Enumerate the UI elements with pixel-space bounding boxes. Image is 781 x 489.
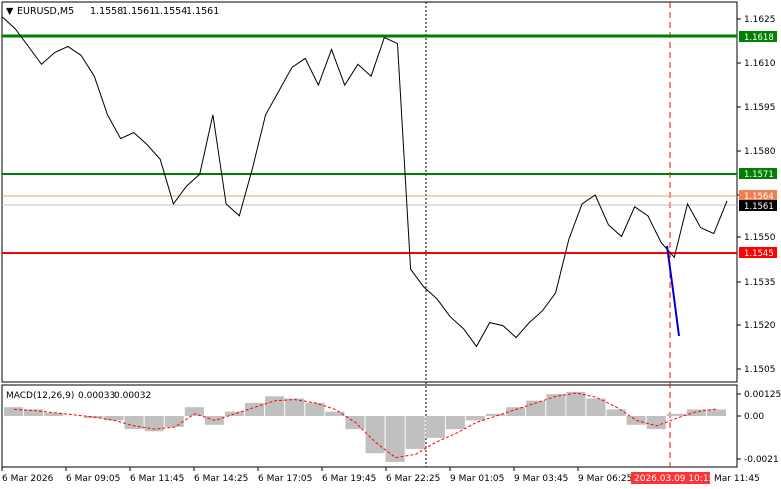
macd-bar — [184, 407, 204, 416]
price-tick: 1.1580 — [744, 147, 776, 157]
macd-bar — [224, 411, 244, 416]
chart-header-arrow[interactable]: ▼ — [6, 6, 14, 17]
time-tick: 9 Mar 06:25 — [578, 474, 632, 484]
price-tick: 1.1595 — [744, 103, 776, 113]
price-tick: 1.1625 — [744, 15, 776, 25]
time-tick: Mar 11:45 — [714, 474, 760, 484]
macd-bar — [44, 412, 64, 416]
time-highlight-tag — [631, 472, 710, 484]
macd-bar — [4, 407, 24, 416]
level-tag-3-text: 1.1545 — [744, 249, 774, 259]
time-tick: 6 Mar 22:25 — [386, 474, 440, 484]
bid-tag-text: 1.1564 — [744, 192, 774, 202]
macd-bar — [646, 416, 666, 430]
macd-label: MACD(12,26,9) — [6, 391, 74, 401]
macd-bar — [164, 416, 184, 427]
macd-bar — [506, 407, 526, 416]
macd-value-signal: 0.00032 — [114, 391, 151, 401]
macd-value-main: 0.00033 — [78, 391, 115, 401]
macd-bar — [325, 411, 345, 416]
price-axis[interactable]: 1.1625 1.1610 1.1595 1.1580 1.1550 1.153… — [737, 15, 776, 375]
main-chart-frame — [1, 1, 738, 383]
macd-bar — [104, 416, 124, 421]
macd-histogram — [4, 391, 726, 462]
level-tag-2 — [739, 168, 777, 179]
time-tick: 6 Mar 17:05 — [258, 474, 312, 484]
chart-header-close: 1.1561 — [186, 6, 219, 17]
macd-bar — [606, 409, 626, 416]
time-tick: 6 Mar 2026 — [2, 474, 54, 484]
macd-bar — [666, 413, 686, 416]
macd-bar — [385, 416, 405, 462]
price-tick: 1.1505 — [744, 365, 776, 375]
time-highlight-text: 2026.03.09 10:15 — [634, 474, 714, 484]
macd-bar — [465, 416, 485, 421]
macd-bar — [586, 398, 606, 416]
time-tick: 6 Mar 14:25 — [194, 474, 248, 484]
macd-bar — [24, 409, 44, 416]
price-tick: 1.1520 — [744, 321, 776, 331]
projection-arrow — [666, 245, 680, 337]
macd-bar — [124, 416, 144, 430]
macd-bar — [566, 391, 586, 416]
macd-bar — [486, 413, 506, 416]
macd-bar — [425, 416, 445, 438]
time-tick: 9 Mar 03:45 — [514, 474, 568, 484]
time-tick: 6 Mar 09:05 — [66, 474, 120, 484]
chart-header-symbol: EURUSD,M5 — [17, 6, 74, 17]
macd-bar — [285, 398, 305, 416]
time-tick: 9 Mar 01:05 — [450, 474, 504, 484]
macd-bar — [546, 394, 566, 416]
level-tag-1-text: 1.1618 — [744, 33, 774, 43]
macd-bar — [245, 402, 265, 416]
level-tag-3 — [739, 247, 777, 258]
macd-bar — [706, 409, 726, 416]
level-tag-2-text: 1.1571 — [744, 170, 774, 180]
chart-header-low: 1.1554 — [154, 6, 187, 17]
time-axis[interactable]: 6 Mar 2026 6 Mar 09:05 6 Mar 11:45 6 Mar… — [1, 467, 760, 484]
macd-tick: 0.00125 — [744, 390, 781, 400]
macd-tick: 0.00 — [744, 412, 764, 422]
macd-signal-line — [13, 392, 718, 459]
price-tick: 1.1550 — [744, 233, 776, 243]
macd-bar — [265, 396, 285, 416]
macd-bar — [686, 409, 706, 416]
chart-header-open: 1.1558 — [90, 6, 123, 17]
macd-tick: -0.0021 — [744, 455, 779, 465]
price-tick: 1.1610 — [744, 59, 776, 69]
price-series-line — [1, 16, 728, 348]
price-tick: 1.1535 — [744, 278, 776, 288]
chart-header-high: 1.1561 — [122, 6, 155, 17]
bid-tag — [739, 190, 777, 201]
macd-bar — [305, 402, 325, 416]
current-price-tag — [739, 200, 777, 211]
macd-bar — [144, 416, 164, 432]
macd-bar — [445, 416, 465, 430]
time-tick: 6 Mar 19:45 — [322, 474, 376, 484]
current-price-tag-text: 1.1561 — [744, 202, 774, 212]
macd-bar — [626, 416, 646, 425]
level-tag-1 — [739, 31, 777, 42]
macd-bar — [365, 416, 385, 454]
macd-bar — [405, 416, 425, 449]
time-tick: 6 Mar 11:45 — [130, 474, 184, 484]
